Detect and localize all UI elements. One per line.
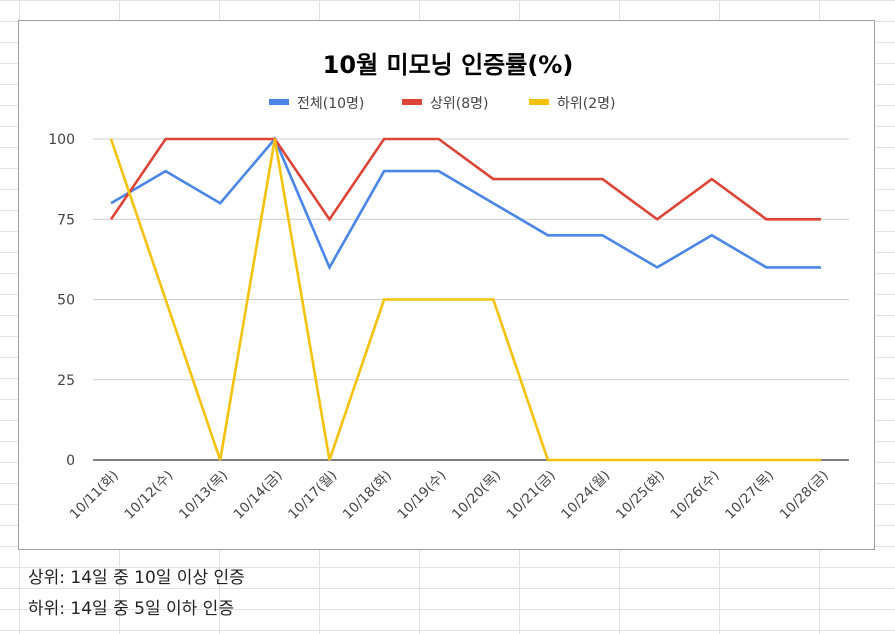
x-axis-labels: 10/11(화) 10/12(수) 10/13(목) 10/14(금) 10/17(월)… bbox=[67, 468, 832, 523]
x-tick-label: 10/12(수) bbox=[121, 468, 176, 523]
legend-label[interactable]: 전체(10명) bbox=[297, 96, 364, 112]
x-tick-label: 10/11(화) bbox=[67, 468, 122, 523]
x-tick-label: 10/27(목) bbox=[722, 468, 777, 523]
y-tick-label: 0 bbox=[66, 453, 75, 469]
x-tick-label: 10/28(금) bbox=[777, 468, 832, 523]
x-tick-label: 10/24(월) bbox=[558, 468, 613, 523]
line-chart: 10월 미모닝 인증률(%) 전체(10명) 상위(8명) 하위(2명) 0 25 50… bbox=[48, 51, 849, 523]
legend-label[interactable]: 하위(2명) bbox=[557, 96, 615, 112]
legend-swatch bbox=[269, 99, 289, 105]
chart-title: 10월 미모닝 인증률(%) bbox=[323, 51, 574, 79]
x-tick-label: 10/14(금) bbox=[231, 468, 286, 523]
legend-swatch bbox=[402, 99, 422, 105]
series-line-3[interactable] bbox=[109, 138, 821, 462]
x-tick-label: 10/18(화) bbox=[340, 468, 395, 523]
x-tick-label: 10/21(금) bbox=[504, 468, 559, 523]
note-top-group: 상위: 14일 중 10일 이상 인증 bbox=[28, 568, 245, 588]
x-tick-label: 10/17(월) bbox=[285, 468, 340, 523]
x-tick-label: 10/13(목) bbox=[176, 468, 231, 523]
legend-swatch bbox=[529, 99, 549, 105]
legend-label[interactable]: 상위(8명) bbox=[430, 96, 488, 112]
x-tick-label: 10/20(목) bbox=[449, 468, 504, 523]
y-tick-label: 100 bbox=[48, 132, 75, 148]
x-tick-label: 10/25(화) bbox=[613, 468, 668, 523]
y-tick-label: 25 bbox=[57, 373, 75, 389]
chart-container[interactable]: 10월 미모닝 인증률(%) 전체(10명) 상위(8명) 하위(2명) 0 25 50… bbox=[18, 20, 875, 550]
y-axis-labels: 0 25 50 75 100 bbox=[48, 132, 75, 469]
series-line-2[interactable] bbox=[109, 137, 821, 222]
series-lines bbox=[109, 136, 821, 462]
chart-legend: 전체(10명) 상위(8명) 하위(2명) bbox=[269, 96, 615, 112]
y-tick-label: 75 bbox=[57, 212, 75, 228]
x-tick-label: 10/26(수) bbox=[668, 468, 723, 523]
y-tick-label: 50 bbox=[57, 293, 75, 309]
x-tick-label: 10/19(수) bbox=[394, 468, 449, 523]
series-line-1[interactable] bbox=[110, 136, 821, 271]
note-bottom-group: 하위: 14일 중 5일 이하 인증 bbox=[28, 599, 234, 619]
